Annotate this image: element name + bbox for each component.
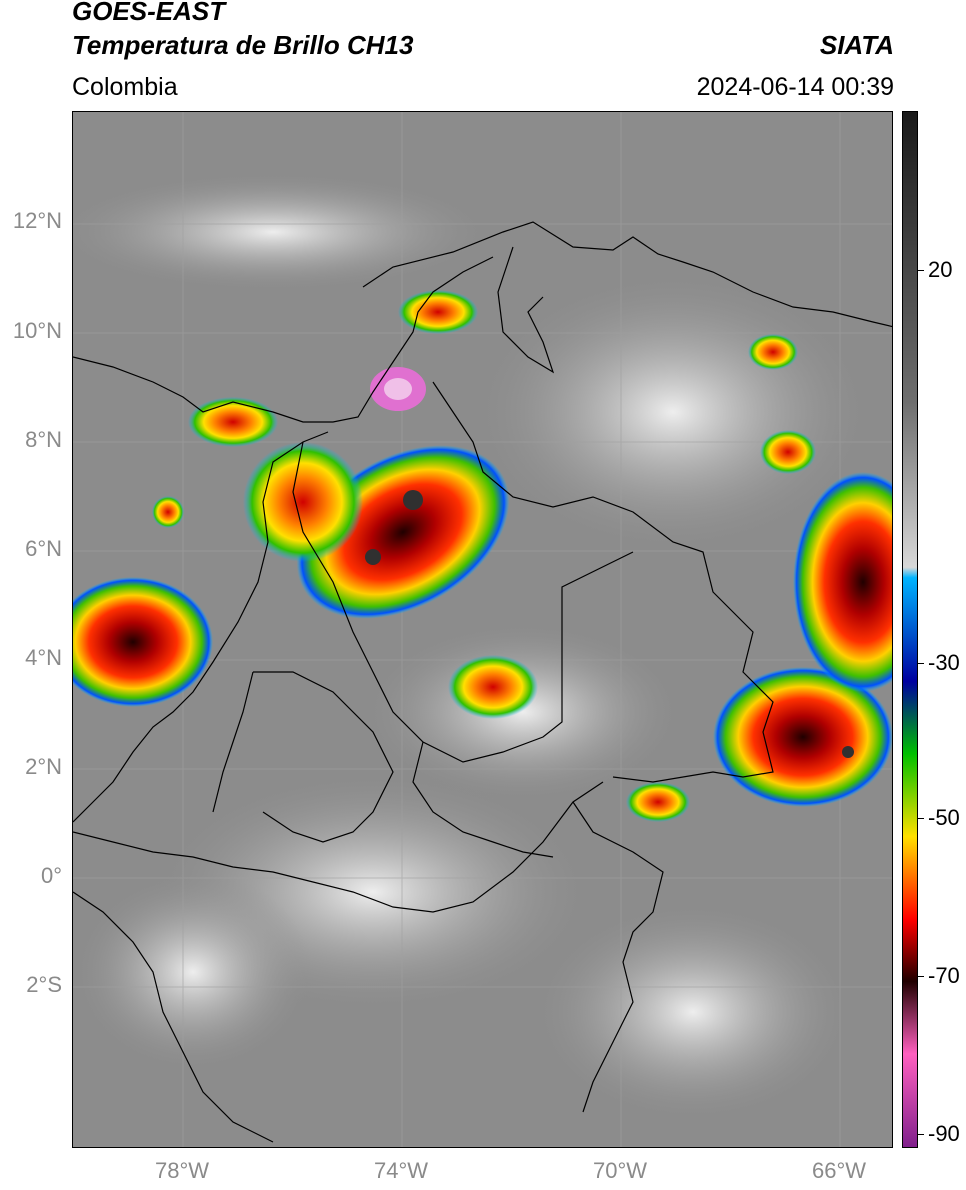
colorbar xyxy=(902,111,918,1148)
lat-label-12n: 12°N xyxy=(12,208,62,233)
lat-label-0: 0° xyxy=(40,863,62,888)
colorbar-tick xyxy=(918,270,924,271)
lon-label-70w: 70°W xyxy=(592,1158,648,1183)
colorbar-tick xyxy=(918,1134,924,1135)
title-satellite: GOES-EAST xyxy=(72,0,226,26)
lon-label-74w: 74°W xyxy=(373,1158,429,1183)
colorbar-label-minus50: -50 xyxy=(928,805,960,830)
map-canvas xyxy=(73,112,892,1147)
title-source: SIATA xyxy=(819,30,894,60)
lat-label-10n: 10°N xyxy=(12,318,62,343)
colorbar-tick xyxy=(918,818,924,819)
colorbar-label-minus30: -30 xyxy=(928,650,960,675)
colorbar-tick xyxy=(918,663,924,664)
lat-label-2s: 2°S xyxy=(26,972,62,997)
lon-label-78w: 78°W xyxy=(154,1158,210,1183)
timestamp-label: 2024-06-14 00:39 xyxy=(696,73,894,101)
colorbar-label-minus90: -90 xyxy=(928,1121,960,1146)
lat-label-4n: 4°N xyxy=(25,645,62,670)
colorbar-label-20: 20 xyxy=(928,257,953,282)
colorbar-tick xyxy=(918,976,924,977)
region-label: Colombia xyxy=(72,73,178,101)
satellite-map xyxy=(72,111,893,1148)
lat-label-2n: 2°N xyxy=(25,754,62,779)
title-product: Temperatura de Brillo CH13 xyxy=(72,30,414,60)
lon-label-66w: 66°W xyxy=(811,1158,867,1183)
lat-label-8n: 8°N xyxy=(25,427,62,452)
colorbar-label-minus70: -70 xyxy=(928,963,960,988)
lat-label-6n: 6°N xyxy=(25,536,62,561)
